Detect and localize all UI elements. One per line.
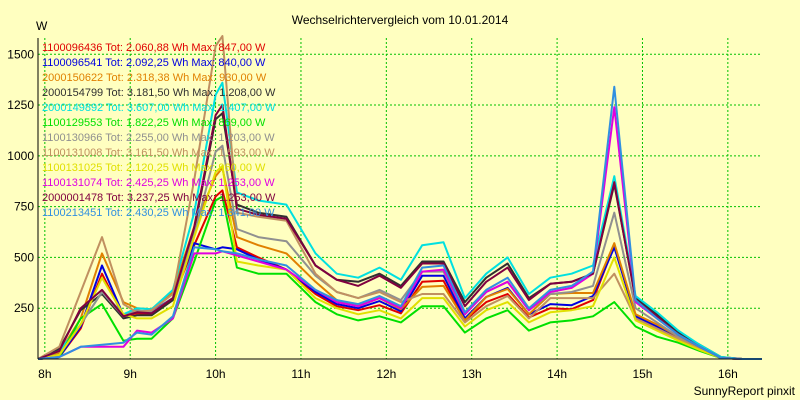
tick-labels: 250 500 750 1000 1250 1500 8h 9h 10h 11h 12h 13h 14h… xyxy=(7,47,738,381)
y-tick-label: 1250 xyxy=(7,98,34,112)
legend-entry: 2000154799 Tot: 3.181,50 Wh Max: 1.208,0… xyxy=(42,87,276,99)
legend-entry: 2000001478 Tot: 3.237,25 Wh Max: 1.253,0… xyxy=(42,192,276,204)
x-tick-label: 12h xyxy=(376,367,396,381)
y-tick-label: 750 xyxy=(14,200,34,214)
legend-entry: 1100131025 Tot: 2.120,25 Wh Max: 960,00 … xyxy=(42,162,266,174)
series-line xyxy=(37,85,762,360)
series-line xyxy=(37,112,762,360)
legend-entry: 1100131074 Tot: 2.425,25 Wh Max: 1.253,0… xyxy=(42,177,275,189)
legend-entry: 1100129553 Tot: 1.822,25 Wh Max: 869,00 … xyxy=(42,117,266,129)
y-tick-label: 500 xyxy=(14,250,34,264)
chart-title: Wechselrichtervergleich vom 10.01.2014 xyxy=(292,13,509,27)
x-tick-label: 13h xyxy=(462,367,482,381)
x-tick-label: 9h xyxy=(124,367,137,381)
footer-credit: SunnyReport pinxit xyxy=(694,384,796,398)
y-tick-label: 1000 xyxy=(7,149,34,163)
series-line xyxy=(37,106,762,360)
legend-entry: 2000149892 Tot: 3.607,00 Wh Max: 1.407,0… xyxy=(42,102,276,114)
y-tick-label: 250 xyxy=(14,301,34,315)
series-line xyxy=(37,35,762,360)
series-line xyxy=(37,144,762,360)
series-line xyxy=(37,165,762,360)
legend: 1100096436 Tot: 2.060,88 Wh Max: 847,00 … xyxy=(42,42,276,219)
x-tick-label: 10h xyxy=(206,367,226,381)
x-tick-label: 16h xyxy=(718,367,738,381)
legend-entry: 1100130966 Tot: 2.255,00 Wh Max: 1.203,0… xyxy=(42,132,275,144)
legend-entry: 2000150622 Tot: 2.318,38 Wh Max: 930,00 … xyxy=(42,72,267,84)
legend-entry: 1100096436 Tot: 2.060,88 Wh Max: 847,00 … xyxy=(42,42,266,54)
y-tick-label: 1500 xyxy=(7,47,34,61)
series-line xyxy=(37,81,762,360)
series-line xyxy=(37,195,762,360)
x-tick-label: 8h xyxy=(38,367,51,381)
y-axis-unit: W xyxy=(36,19,48,33)
x-tick-label: 15h xyxy=(632,367,652,381)
legend-entry: 1100213451 Tot: 2.430,25 Wh Max: 1.341,0… xyxy=(42,207,275,219)
x-tick-label: 14h xyxy=(547,367,567,381)
legend-entry: 1100096541 Tot: 2.092,25 Wh Max: 840,00 … xyxy=(42,57,266,69)
series-lines xyxy=(37,35,762,360)
x-tick-label: 11h xyxy=(291,367,310,381)
legend-entry: 1100131008 Tot: 3.161,50 Wh Max: 1.593,0… xyxy=(42,147,275,159)
